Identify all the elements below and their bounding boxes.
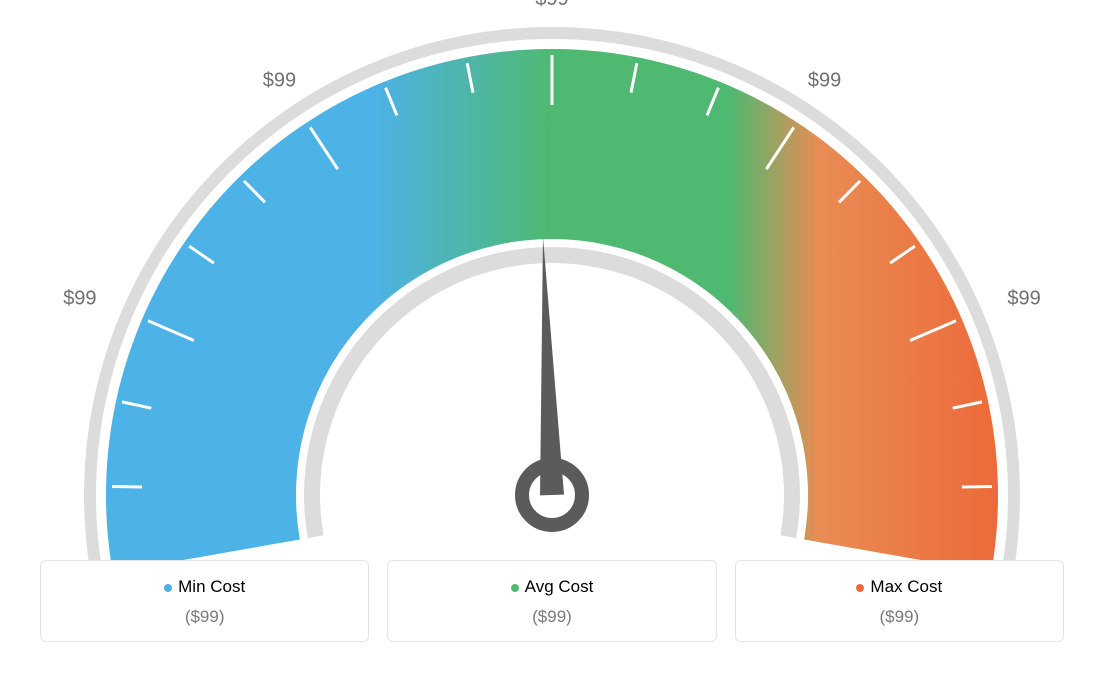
legend-dot-avg bbox=[511, 584, 519, 592]
legend-title-avg: Avg Cost bbox=[398, 577, 705, 597]
legend-title-min: Min Cost bbox=[51, 577, 358, 597]
legend-card-avg: Avg Cost ($99) bbox=[387, 560, 716, 642]
legend-label-max: Max Cost bbox=[870, 577, 942, 596]
gauge-tick-label: $99 bbox=[1007, 288, 1040, 310]
legend-label-avg: Avg Cost bbox=[525, 577, 594, 596]
gauge-svg: $99$99$99$99$99$99$99 bbox=[0, 0, 1104, 560]
gauge-chart: $99$99$99$99$99$99$99 bbox=[0, 0, 1104, 560]
legend-value-avg: ($99) bbox=[398, 607, 705, 627]
gauge-tick-label: $99 bbox=[263, 70, 296, 92]
gauge-tick-label: $99 bbox=[535, 0, 568, 10]
legend-card-min: Min Cost ($99) bbox=[40, 560, 369, 642]
legend-card-max: Max Cost ($99) bbox=[735, 560, 1064, 642]
gauge-needle bbox=[540, 237, 564, 495]
legend-value-min: ($99) bbox=[51, 607, 358, 627]
legend-dot-min bbox=[164, 584, 172, 592]
gauge-tick-minor bbox=[112, 486, 142, 487]
legend-label-min: Min Cost bbox=[178, 577, 245, 596]
legend-value-max: ($99) bbox=[746, 607, 1053, 627]
gauge-tick-label: $99 bbox=[808, 70, 841, 92]
gauge-tick-label: $99 bbox=[63, 288, 96, 310]
legend-row: Min Cost ($99) Avg Cost ($99) Max Cost (… bbox=[0, 560, 1104, 642]
gauge-tick-minor bbox=[962, 486, 992, 487]
legend-title-max: Max Cost bbox=[746, 577, 1053, 597]
legend-dot-max bbox=[856, 584, 864, 592]
